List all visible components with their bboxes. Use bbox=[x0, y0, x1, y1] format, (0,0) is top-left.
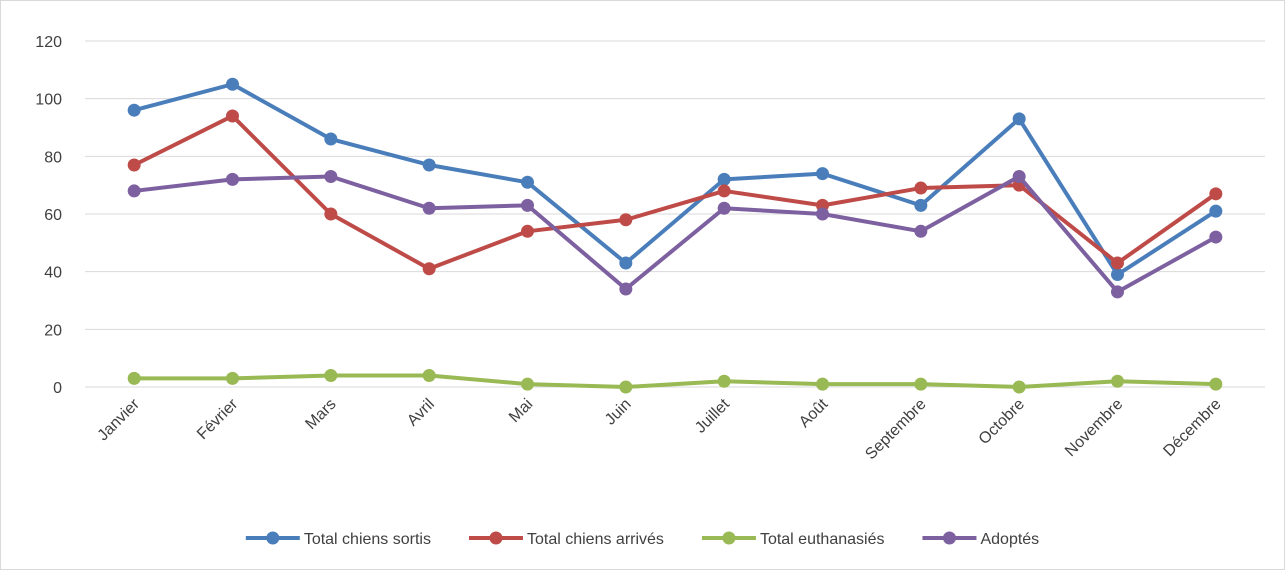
data-point bbox=[1111, 268, 1124, 282]
data-point bbox=[324, 207, 338, 221]
y-tick-label: 80 bbox=[44, 149, 62, 166]
data-point bbox=[619, 213, 633, 227]
data-point bbox=[914, 181, 928, 195]
y-tick-label: 20 bbox=[44, 322, 62, 339]
data-point bbox=[1012, 112, 1026, 126]
legend-label: Total euthanasiés bbox=[760, 531, 885, 548]
data-point bbox=[226, 109, 239, 123]
data-point bbox=[324, 368, 338, 382]
data-point bbox=[521, 175, 534, 189]
series-line bbox=[134, 373, 1216, 389]
data-point bbox=[619, 282, 633, 296]
y-tick-label: 0 bbox=[53, 380, 62, 397]
series-line bbox=[133, 82, 1217, 277]
data-point bbox=[226, 77, 239, 91]
data-point bbox=[127, 158, 141, 172]
legend-marker bbox=[942, 531, 956, 545]
data-point bbox=[717, 184, 731, 198]
data-point bbox=[914, 198, 928, 212]
data-point bbox=[1209, 377, 1223, 391]
y-tick-label: 60 bbox=[44, 207, 62, 224]
data-point bbox=[422, 201, 436, 215]
legend-label: Adoptés bbox=[980, 531, 1039, 548]
data-point bbox=[619, 256, 633, 270]
y-tick-label: 40 bbox=[44, 265, 62, 282]
data-point bbox=[816, 167, 829, 181]
data-point bbox=[914, 224, 928, 238]
legend-label: Total chiens sortis bbox=[304, 531, 431, 548]
data-point bbox=[1209, 230, 1223, 244]
data-point bbox=[1012, 380, 1026, 394]
data-point bbox=[127, 371, 141, 385]
data-point bbox=[422, 262, 436, 276]
data-point bbox=[1209, 187, 1223, 201]
data-point bbox=[717, 201, 731, 215]
y-tick-label: 100 bbox=[35, 92, 62, 109]
legend-marker bbox=[489, 531, 503, 545]
data-point bbox=[1111, 374, 1124, 388]
data-point bbox=[324, 132, 338, 146]
data-point bbox=[1209, 204, 1223, 218]
data-point bbox=[521, 377, 534, 391]
data-point bbox=[324, 170, 338, 184]
data-point bbox=[1111, 256, 1124, 270]
data-point bbox=[521, 198, 534, 212]
data-point bbox=[521, 224, 534, 238]
data-point bbox=[717, 374, 731, 388]
data-point bbox=[914, 377, 928, 391]
data-point bbox=[717, 172, 731, 186]
y-tick-label: 120 bbox=[35, 34, 62, 51]
data-point bbox=[1111, 285, 1124, 299]
data-point bbox=[816, 377, 829, 391]
data-point bbox=[226, 371, 239, 385]
legend-label: Total chiens arrivés bbox=[527, 531, 664, 548]
data-point bbox=[1012, 170, 1026, 184]
data-point bbox=[619, 380, 633, 394]
data-point bbox=[127, 184, 141, 198]
series-line bbox=[133, 174, 1217, 294]
data-point bbox=[816, 207, 829, 221]
data-point bbox=[422, 368, 436, 382]
data-point bbox=[422, 158, 436, 172]
data-point bbox=[127, 103, 141, 117]
data-point bbox=[226, 172, 239, 186]
legend-marker bbox=[722, 531, 736, 545]
legend-marker bbox=[266, 531, 280, 545]
